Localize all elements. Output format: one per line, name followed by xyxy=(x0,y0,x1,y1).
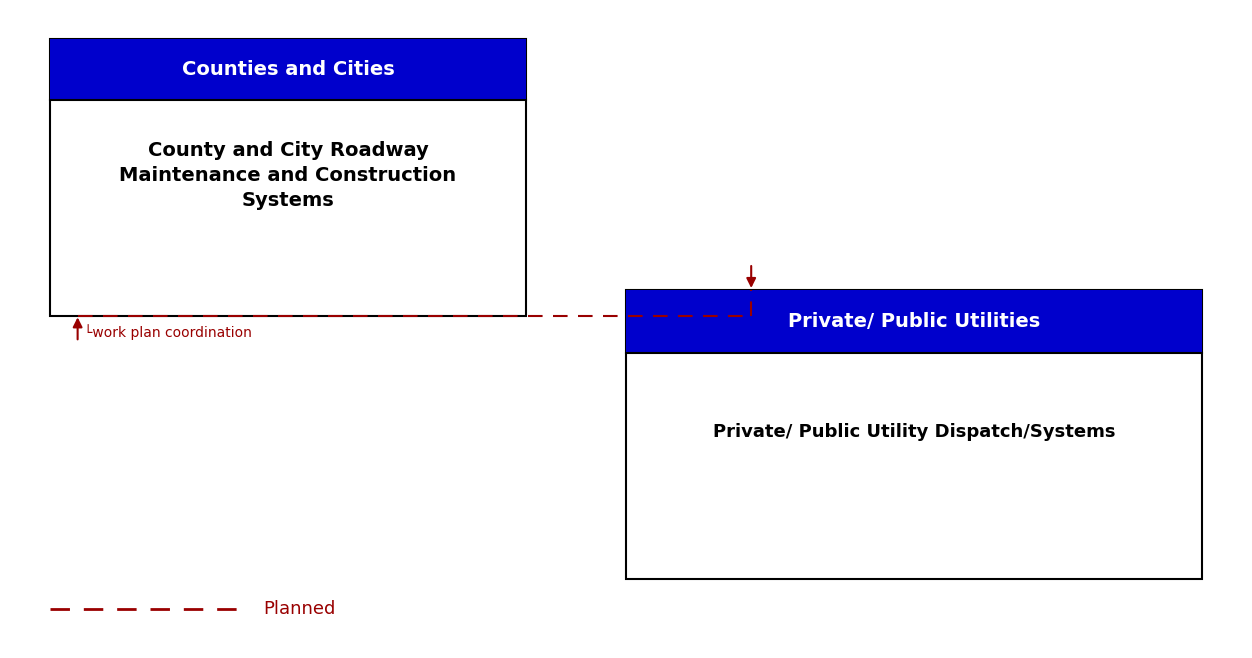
Bar xyxy=(50,39,526,100)
Text: Planned: Planned xyxy=(263,599,336,618)
Text: Private/ Public Utilities: Private/ Public Utilities xyxy=(788,312,1040,331)
Bar xyxy=(626,290,1202,353)
Text: Private/ Public Utility Dispatch/Systems: Private/ Public Utility Dispatch/Systems xyxy=(712,423,1116,442)
Bar xyxy=(50,39,526,316)
Text: └work plan coordination: └work plan coordination xyxy=(84,324,252,340)
Text: County and City Roadway
Maintenance and Construction
Systems: County and City Roadway Maintenance and … xyxy=(119,141,457,210)
Bar xyxy=(626,290,1202,579)
Text: Counties and Cities: Counties and Cities xyxy=(182,61,394,80)
